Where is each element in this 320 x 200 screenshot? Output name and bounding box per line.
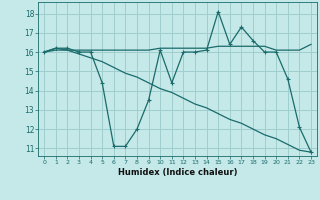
X-axis label: Humidex (Indice chaleur): Humidex (Indice chaleur)	[118, 168, 237, 177]
